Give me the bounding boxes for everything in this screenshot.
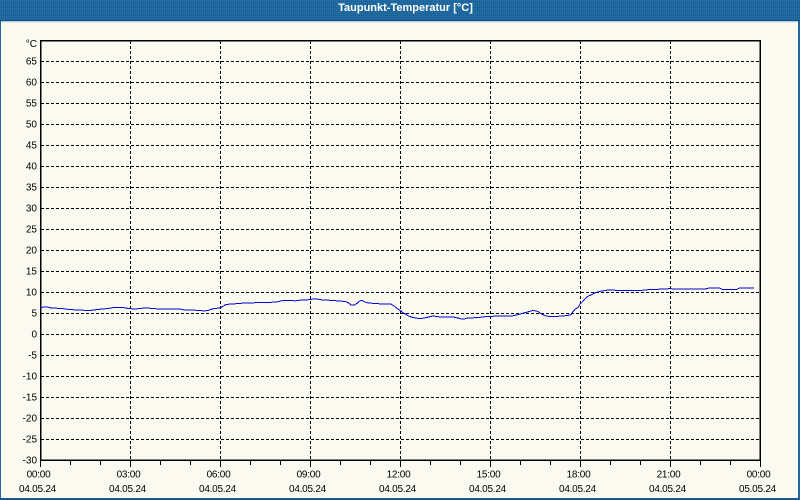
svg-text:04.05.24: 04.05.24: [379, 484, 417, 495]
svg-text:21:00: 21:00: [657, 470, 681, 481]
svg-text:30: 30: [26, 204, 38, 215]
svg-text:0: 0: [31, 330, 37, 341]
svg-text:25: 25: [26, 225, 38, 236]
svg-text:05.05.24: 05.05.24: [739, 484, 777, 495]
svg-text:-30: -30: [23, 456, 38, 467]
svg-text:-20: -20: [23, 414, 38, 425]
svg-text:35: 35: [26, 183, 38, 194]
svg-text:04.05.24: 04.05.24: [199, 484, 237, 495]
svg-text:04.05.24: 04.05.24: [469, 484, 507, 495]
svg-text:°C: °C: [26, 39, 37, 50]
svg-text:15:00: 15:00: [477, 470, 501, 481]
svg-text:00:00: 00:00: [27, 470, 51, 481]
svg-text:03:00: 03:00: [117, 470, 141, 481]
svg-text:06:00: 06:00: [207, 470, 231, 481]
svg-text:40: 40: [26, 162, 38, 173]
svg-text:10: 10: [26, 288, 38, 299]
svg-text:20: 20: [26, 246, 38, 257]
svg-text:65: 65: [26, 57, 38, 68]
svg-text:45: 45: [26, 141, 38, 152]
svg-text:00:00: 00:00: [747, 470, 771, 481]
svg-text:-10: -10: [23, 372, 38, 383]
svg-text:5: 5: [31, 309, 37, 320]
svg-text:04.05.24: 04.05.24: [289, 484, 327, 495]
svg-text:04.05.24: 04.05.24: [19, 484, 57, 495]
svg-text:18:00: 18:00: [567, 470, 591, 481]
svg-text:12:00: 12:00: [387, 470, 411, 481]
svg-text:55: 55: [26, 99, 38, 110]
svg-text:04.05.24: 04.05.24: [559, 484, 597, 495]
svg-text:50: 50: [26, 120, 38, 131]
svg-text:04.05.24: 04.05.24: [109, 484, 147, 495]
svg-text:04.05.24: 04.05.24: [649, 484, 687, 495]
svg-text:-5: -5: [28, 351, 37, 362]
svg-text:09:00: 09:00: [297, 470, 321, 481]
svg-text:15: 15: [26, 267, 38, 278]
svg-text:-15: -15: [23, 393, 38, 404]
svg-text:60: 60: [26, 78, 38, 89]
svg-text:-25: -25: [23, 435, 38, 446]
